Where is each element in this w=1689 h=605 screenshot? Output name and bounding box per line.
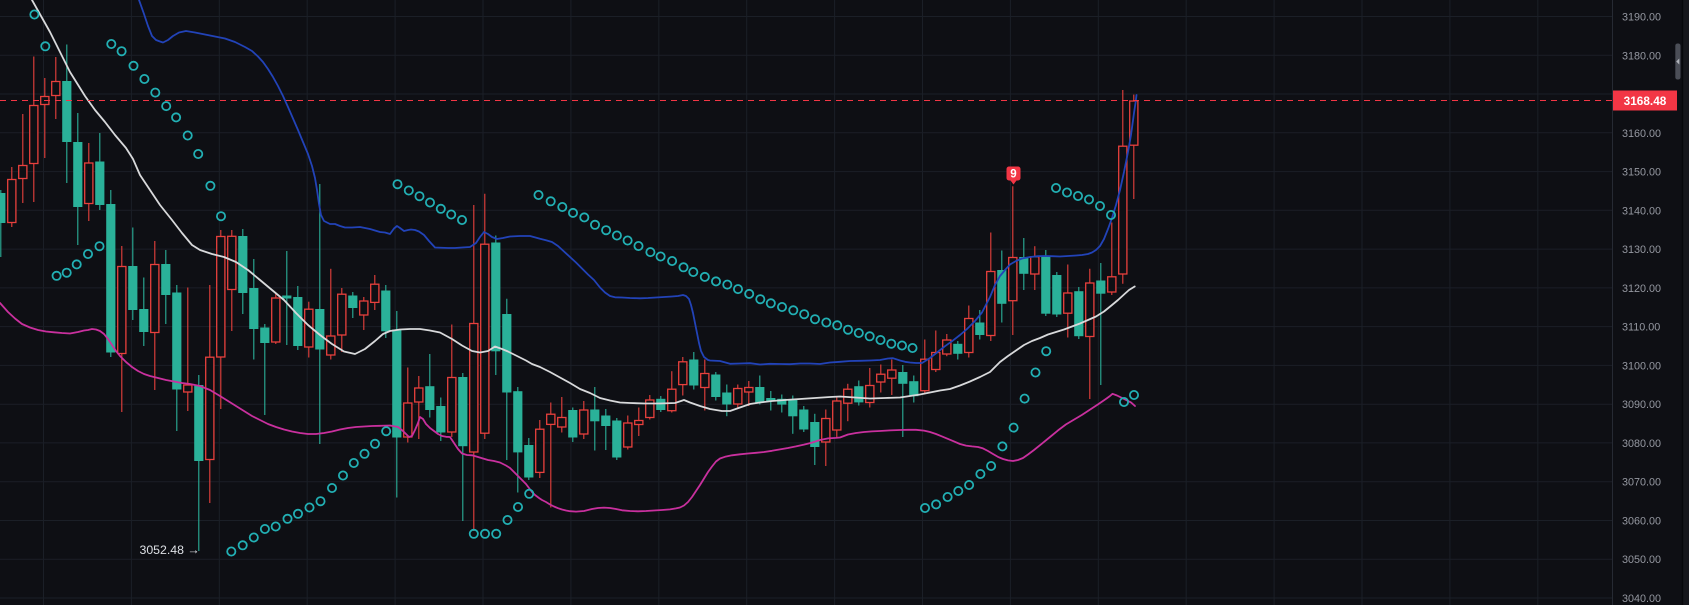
svg-text:3140.00: 3140.00 <box>1622 205 1661 217</box>
svg-text:3090.00: 3090.00 <box>1622 399 1661 411</box>
svg-text:3050.00: 3050.00 <box>1622 554 1661 566</box>
svg-text:3180.00: 3180.00 <box>1622 50 1661 62</box>
svg-text:3150.00: 3150.00 <box>1622 167 1661 179</box>
svg-text:3168.48: 3168.48 <box>1624 94 1667 108</box>
svg-text:3160.00: 3160.00 <box>1622 128 1661 140</box>
svg-text:3060.00: 3060.00 <box>1622 516 1661 528</box>
svg-text:3100.00: 3100.00 <box>1622 360 1661 372</box>
svg-text:3080.00: 3080.00 <box>1622 438 1661 450</box>
svg-text:3120.00: 3120.00 <box>1622 283 1661 295</box>
svg-text:3110.00: 3110.00 <box>1622 322 1660 334</box>
svg-text:3052.48 →: 3052.48 → <box>140 543 200 557</box>
svg-text:9: 9 <box>1010 169 1016 181</box>
svg-text:3190.00: 3190.00 <box>1622 12 1661 24</box>
svg-text:3040.00: 3040.00 <box>1622 593 1661 605</box>
svg-text:3070.00: 3070.00 <box>1622 477 1661 489</box>
svg-text:3130.00: 3130.00 <box>1622 244 1661 256</box>
